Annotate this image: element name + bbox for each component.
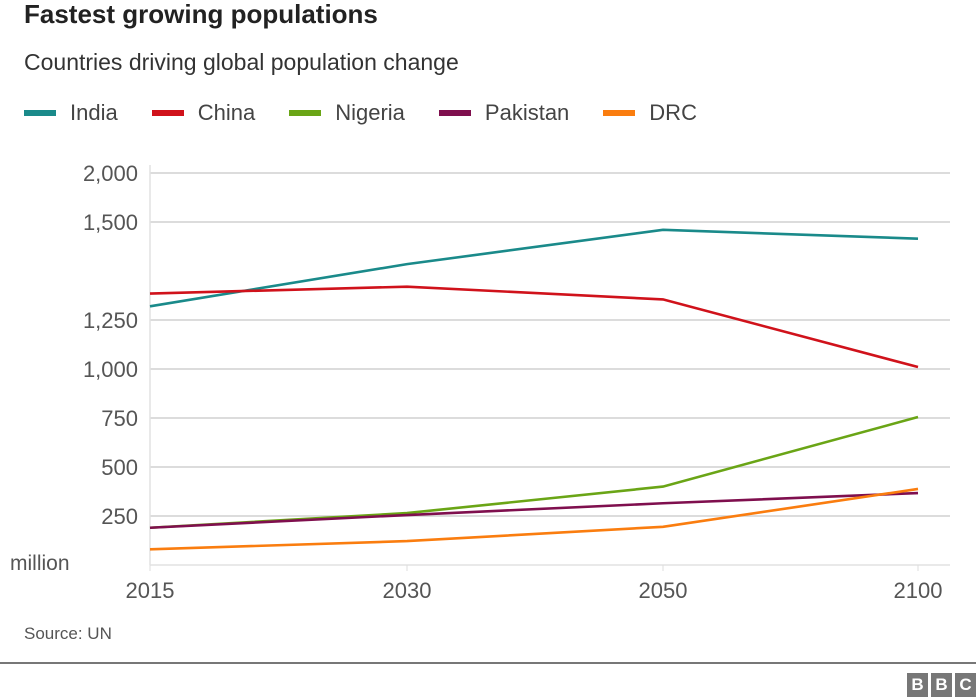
legend: India China Nigeria Pakistan DRC [24,99,731,127]
chart-subtitle: Countries driving global population chan… [24,49,459,75]
legend-swatch [151,110,184,116]
legend-swatch [24,110,56,116]
y-tick-label: 1,500 [83,210,138,235]
x-tick-label: 2030 [383,578,432,603]
legend-item-india: India [24,99,118,127]
y-axis-unit: million [10,552,70,575]
legend-label: DRC [649,100,697,125]
legend-item-china: China [151,99,256,127]
legend-swatch [438,110,471,116]
legend-label: Nigeria [335,100,405,125]
legend-item-drc: DRC [603,99,697,127]
source-note: Source: UN [24,624,112,643]
series-line-drc [149,487,919,551]
legend-swatch [603,110,636,116]
y-tick-label: 500 [101,455,138,480]
y-tick-label: 2,000 [83,161,138,186]
x-tick-label: 2015 [126,578,175,603]
x-tick-label: 2100 [894,578,943,603]
legend-label: Pakistan [484,100,570,125]
legend-label: China [197,100,256,125]
series-line-china [149,285,919,369]
legend-item-nigeria: Nigeria [289,99,405,127]
y-tick-label: 750 [101,406,138,431]
chart-title: Fastest growing populations [24,0,378,29]
legend-label: India [70,100,118,125]
x-tick-label: 2050 [639,578,688,603]
line-chart: 2505007501,0001,2501,5002,0002,500millio… [10,161,950,603]
legend-swatch [289,110,322,116]
footer-divider [0,662,976,664]
y-tick-label: 1,250 [83,308,138,333]
legend-item-pakistan: Pakistan [438,99,570,127]
series-line-india [149,228,919,308]
y-tick-label: 1,000 [83,357,138,382]
series-line-pakistan [149,491,919,530]
y-tick-label: 250 [101,504,138,529]
series-line-nigeria [149,415,919,530]
